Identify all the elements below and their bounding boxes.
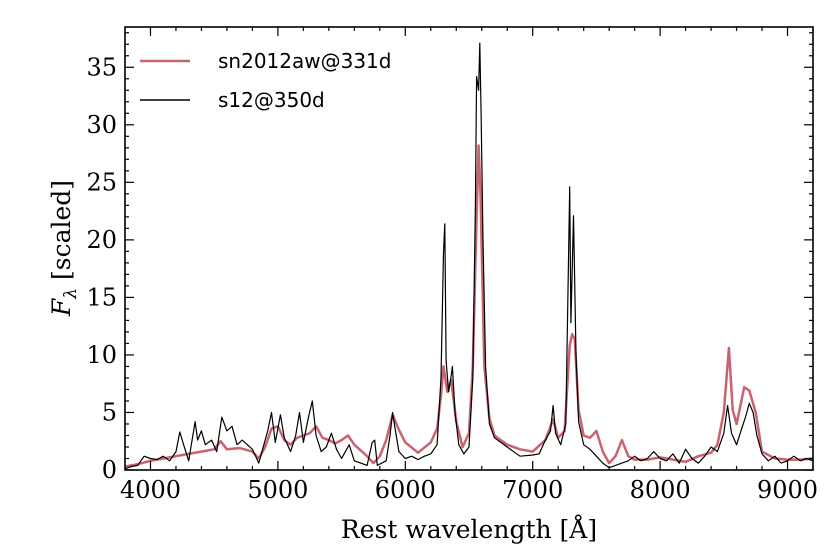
- y-tick-label-25: 25: [86, 168, 117, 196]
- y-axis-label-sub: λ: [61, 288, 81, 300]
- x-tick-label-6000: 6000: [375, 476, 436, 504]
- y-axis-label-main: F: [47, 297, 76, 317]
- series-layer: [124, 42, 814, 470]
- y-axis-label-rest: [scaled]: [47, 180, 76, 288]
- x-axis-label: Rest wavelength [Å]: [341, 514, 597, 544]
- y-tick-label-5: 5: [102, 398, 117, 426]
- y-tick-label-0: 0: [102, 456, 117, 484]
- y-axis-label: Fλ [scaled]: [47, 180, 81, 317]
- series-line-s12: [124, 42, 814, 470]
- x-tick-label-5000: 5000: [247, 476, 308, 504]
- tick-layer: 4000 5000 6000 7000 8000 9000 0 5 10 15 20 25 30 35: [86, 27, 818, 504]
- x-tick-label-7000: 7000: [502, 476, 563, 504]
- y-tick-label-35: 35: [86, 53, 117, 81]
- y-tick-label-15: 15: [86, 283, 117, 311]
- legend: sn2012aw@331d s12@350d: [140, 49, 391, 112]
- x-tick-label-9000: 9000: [757, 476, 818, 504]
- y-tick-label-30: 30: [86, 111, 117, 139]
- x-tick-label-8000: 8000: [630, 476, 691, 504]
- y-tick-label-20: 20: [86, 226, 117, 254]
- plot-area: [125, 27, 813, 470]
- legend-label-s12: s12@350d: [218, 88, 325, 112]
- plot-frame: [124, 26, 814, 471]
- y-tick-label-10: 10: [86, 341, 117, 369]
- legend-label-sn2012aw: sn2012aw@331d: [218, 49, 391, 73]
- x-tick-label-4000: 4000: [120, 476, 181, 504]
